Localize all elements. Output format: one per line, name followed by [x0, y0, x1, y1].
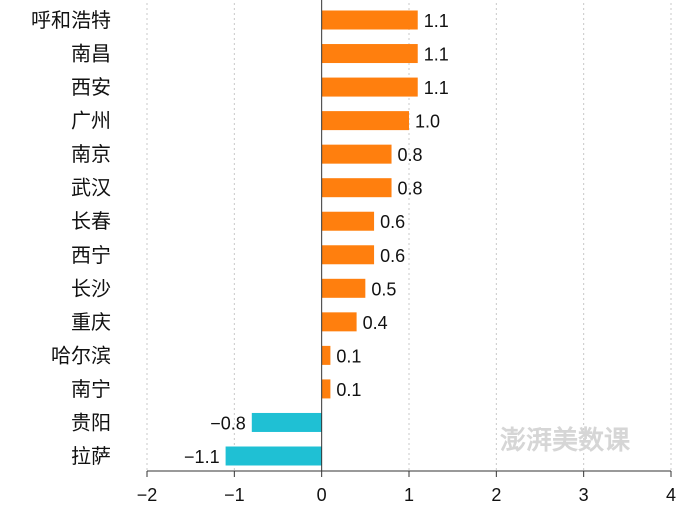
bar — [251, 412, 322, 432]
bar — [321, 111, 409, 131]
bar — [321, 278, 366, 298]
bar — [321, 211, 375, 231]
x-tick-label: 3 — [579, 485, 589, 505]
bar — [321, 379, 331, 399]
bar — [321, 44, 418, 64]
value-label: 0.1 — [336, 346, 361, 366]
x-tick-label: 2 — [491, 485, 501, 505]
category-label: 南昌 — [71, 43, 111, 66]
x-tick-label: −2 — [137, 485, 158, 505]
axes: −2 −1 0 1 2 3 4 — [137, 0, 676, 505]
value-label: −0.8 — [210, 413, 246, 433]
value-labels: 1.11.11.11.00.80.80.60.60.50.40.10.1−0.8… — [184, 11, 449, 467]
value-label: 1.0 — [415, 112, 440, 132]
value-label: 0.6 — [380, 212, 405, 232]
value-label: 0.5 — [371, 279, 396, 299]
category-label: 南宁 — [71, 378, 111, 401]
grid-lines — [146, 3, 672, 471]
value-label: 1.1 — [424, 45, 449, 65]
bar — [321, 10, 418, 30]
x-tick-label: 4 — [666, 485, 676, 505]
category-label: 哈尔滨 — [51, 344, 111, 367]
category-label: 长春 — [71, 210, 111, 233]
value-label: 0.6 — [380, 246, 405, 266]
value-label: 0.4 — [363, 313, 388, 333]
bar — [321, 144, 392, 164]
x-tick-label: 1 — [404, 485, 414, 505]
category-label: 长沙 — [71, 277, 111, 300]
category-label: 呼和浩特 — [31, 9, 111, 32]
bar — [321, 312, 357, 332]
bar — [321, 345, 331, 365]
value-label: 0.8 — [398, 179, 423, 199]
category-label: 西宁 — [71, 244, 111, 267]
category-label: 南京 — [71, 143, 111, 166]
x-tick-label: 0 — [317, 485, 327, 505]
bars — [225, 10, 418, 466]
category-label: 贵阳 — [71, 411, 111, 434]
x-tick-label: −1 — [224, 485, 245, 505]
bar — [321, 77, 418, 97]
category-label: 西安 — [71, 76, 111, 99]
value-label: 0.1 — [336, 380, 361, 400]
bar — [321, 178, 392, 198]
watermark-text: 澎湃美数课 — [500, 425, 631, 456]
bar — [225, 446, 322, 466]
bar — [321, 245, 375, 265]
category-label: 拉萨 — [71, 445, 111, 468]
value-label: −1.1 — [184, 447, 220, 467]
value-label: 0.8 — [398, 145, 423, 165]
value-label: 1.1 — [424, 78, 449, 98]
category-label: 广州 — [71, 110, 111, 133]
value-label: 1.1 — [424, 11, 449, 31]
category-label: 重庆 — [71, 311, 111, 334]
category-label: 武汉 — [71, 177, 111, 200]
